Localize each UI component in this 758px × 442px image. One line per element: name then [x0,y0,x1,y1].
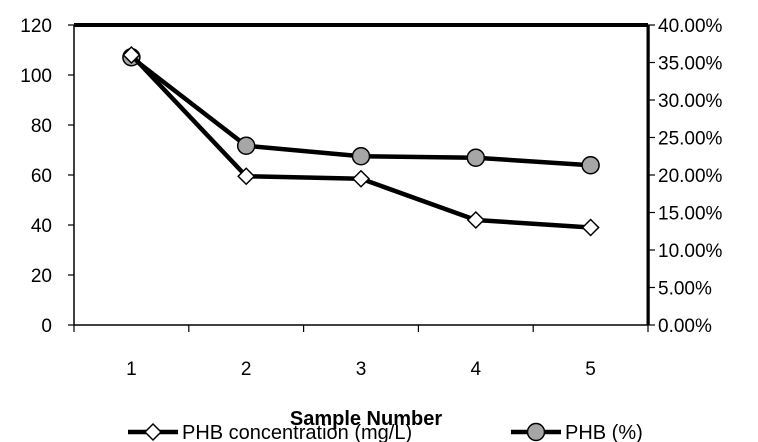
data-point-phb-concentration [581,218,600,237]
y2-tick-label: 25.00% [658,129,723,150]
data-point-phb-concentration [122,45,141,65]
y-tick-label: 40 [31,216,52,237]
x-tick-label: 1 [126,359,137,380]
y-tick-label: 60 [31,166,52,187]
y-tick-label: 20 [31,266,52,287]
legend-label-phb-concentration: PHB concentration (mg/L) [182,422,412,442]
y2-tick-label: 0.00% [658,316,712,337]
data-point-phb-percent [581,156,600,175]
y2-tick-label: 15.00% [658,204,723,225]
legend-label-phb-percent: PHB (%) [565,422,643,442]
y2-tick-label: 35.00% [658,54,723,75]
y2-tick-label: 30.00% [658,91,723,112]
y2-tick-label: 20.00% [658,166,723,187]
y2-tick-label: 40.00% [658,16,723,37]
y-tick-label: 0 [41,316,52,337]
x-axis-title: Sample Number [290,408,442,430]
legend: PHB concentration (mg/L) PHB (%) [128,422,643,442]
y2-tick-label: 10.00% [658,241,723,262]
x-tick-label: 3 [356,359,367,380]
axis-layer: 0 20 40 60 80 100 120 0.00% 5.00% 10.00% 15.00% 20.… [20,16,722,380]
y-tick-label: 100 [20,66,52,87]
y2-tick-label: 5.00% [658,279,712,300]
data-point-phb-concentration [237,167,256,186]
x-tick-label: 2 [241,359,252,380]
data-point-phb-concentration [351,169,371,188]
series-layer [122,45,600,237]
y-tick-label: 120 [20,16,52,37]
data-point-phb-percent [351,147,371,166]
data-point-phb-percent [236,136,256,155]
data-point-phb-concentration [466,210,485,230]
x-tick-label: 5 [585,359,596,380]
x-tick-label: 4 [471,359,482,380]
legend-marker-phb-concentration [143,422,163,442]
legend-marker-phb-percent [526,422,546,442]
series-line-phb-concentration [129,53,591,230]
y-tick-label: 80 [31,116,52,137]
data-point-phb-percent [466,148,486,167]
